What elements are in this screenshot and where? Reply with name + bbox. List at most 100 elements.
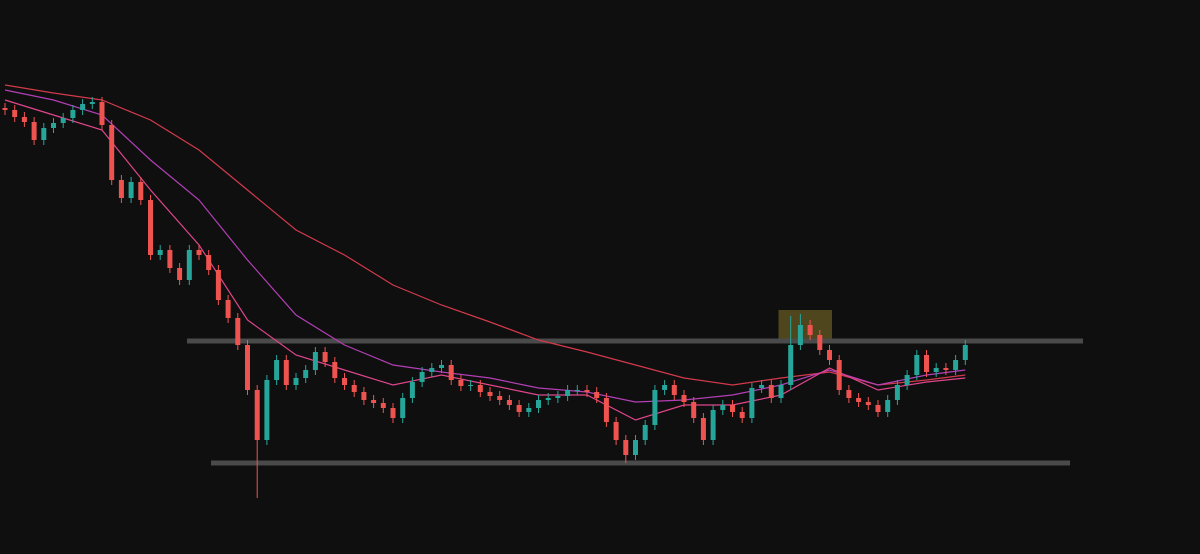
candle-body	[138, 182, 144, 200]
candle-body	[322, 352, 328, 362]
candle-body	[342, 378, 347, 385]
candle-body	[148, 200, 153, 255]
candle-body	[623, 440, 629, 455]
candle-body	[768, 385, 774, 398]
candle-body	[351, 385, 357, 392]
candle-body	[720, 405, 726, 410]
moving-average	[4, 84, 966, 386]
candle-body	[215, 270, 221, 300]
candle-body	[12, 110, 18, 117]
candle-body	[439, 365, 444, 368]
candle-body	[177, 268, 183, 280]
candle-body	[118, 180, 124, 198]
candle-body	[264, 380, 270, 440]
candle-body	[574, 390, 580, 391]
candle-body	[361, 392, 367, 400]
candle-body	[458, 380, 464, 386]
candle-body	[506, 400, 512, 405]
highlight-zone	[778, 310, 832, 340]
candle-body	[933, 368, 939, 372]
candle-body	[487, 392, 493, 396]
candle-body	[555, 396, 561, 398]
candle-body	[293, 378, 299, 385]
candle-body	[827, 350, 832, 360]
moving-average	[4, 89, 966, 403]
candle-body	[710, 410, 716, 440]
candle-body	[565, 390, 571, 396]
candle-body	[652, 390, 658, 425]
candle-body	[730, 405, 735, 412]
candle-body	[613, 422, 619, 440]
candle-body	[380, 403, 386, 408]
candle-body	[70, 110, 76, 118]
candle-body	[390, 408, 396, 418]
candle-body	[303, 370, 309, 378]
candle-body	[128, 182, 134, 198]
candle-body	[642, 425, 648, 440]
candle-body	[691, 402, 697, 418]
candle-body	[749, 388, 755, 418]
candle-body	[274, 360, 280, 380]
candle-body	[516, 405, 522, 412]
candle-body	[332, 362, 338, 378]
candle-body	[700, 418, 706, 440]
candle-body	[545, 398, 551, 400]
candle-body	[60, 118, 66, 123]
candle-body	[807, 325, 813, 335]
candle-body	[817, 335, 823, 350]
candle-body	[536, 400, 541, 408]
candle-body	[885, 400, 891, 412]
moving-average	[4, 99, 966, 421]
candle-body	[89, 102, 95, 104]
candle-body	[584, 390, 590, 392]
candle-body	[739, 412, 745, 418]
candle-body	[245, 345, 250, 390]
candle-body	[51, 123, 56, 128]
candle-body	[836, 360, 842, 390]
candle-body	[167, 250, 173, 268]
candle-body	[894, 385, 900, 400]
candle-body	[225, 300, 231, 318]
candle-body	[254, 390, 260, 440]
candle-body	[31, 122, 37, 140]
candle-body	[788, 345, 794, 385]
candle-body	[419, 372, 425, 382]
candle-body	[594, 392, 600, 398]
candle-body	[865, 402, 871, 405]
candle-body	[526, 408, 532, 412]
candle-body	[759, 385, 765, 388]
candle-body	[283, 360, 289, 385]
candle-body	[371, 400, 377, 403]
candle-body	[206, 255, 212, 270]
candle-body	[497, 396, 503, 400]
candle-body	[875, 405, 881, 412]
candle-body	[468, 385, 474, 386]
candle-body	[400, 398, 406, 418]
candle-body	[41, 128, 47, 140]
candle-body	[186, 250, 192, 280]
candle-body	[157, 250, 163, 255]
candle-body	[846, 390, 852, 398]
candle-body	[778, 385, 784, 398]
candle-body	[953, 360, 959, 370]
candle-body	[904, 375, 910, 385]
candle-body	[633, 440, 638, 455]
candle-body	[943, 368, 949, 370]
candle-body	[671, 385, 677, 395]
candle-body	[914, 355, 920, 375]
candle-body	[109, 125, 115, 180]
candle-body	[312, 352, 318, 370]
candle-body	[2, 108, 8, 110]
candle-body	[99, 102, 105, 125]
candle-body	[477, 385, 483, 392]
candle-body	[196, 250, 202, 255]
candle-body	[962, 345, 968, 360]
candle-body	[662, 385, 668, 390]
candle-body	[924, 355, 929, 372]
candle-body	[603, 398, 609, 422]
candle-body	[856, 398, 862, 402]
candle-body	[409, 382, 415, 398]
candle-body	[681, 395, 687, 402]
